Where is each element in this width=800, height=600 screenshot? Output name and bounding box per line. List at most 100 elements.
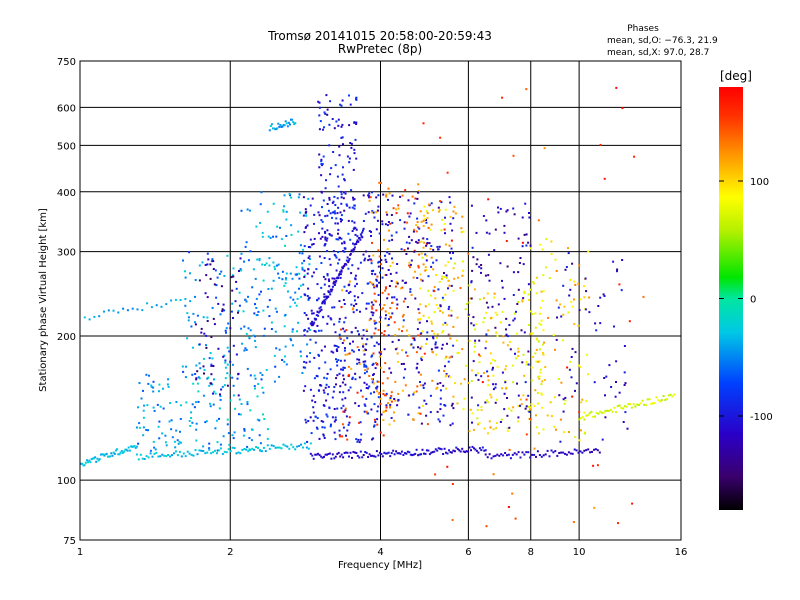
data-point [306,440,309,443]
data-point [235,353,238,356]
data-point [239,452,242,455]
data-point [496,334,499,337]
data-point [337,238,340,241]
data-point [477,378,480,381]
data-point [601,411,603,414]
data-point [467,450,470,453]
data-point [585,290,588,293]
data-point [325,413,328,416]
data-point [376,219,379,222]
data-point [356,454,359,457]
data-point [416,241,419,244]
data-point [184,298,187,300]
data-point [288,447,291,450]
data-point [249,329,252,332]
data-point [132,445,135,448]
data-point [429,294,432,297]
data-point [408,394,411,397]
data-point [424,305,427,308]
data-point [388,423,391,426]
data-point [343,330,346,333]
data-point [300,355,302,358]
data-point [562,431,565,434]
data-point [473,345,476,348]
data-point [612,260,615,263]
data-point [274,307,277,310]
data-point [278,375,281,378]
data-point [333,457,336,460]
data-point [387,324,390,327]
data-point [160,305,163,308]
data-point [239,413,242,416]
data-point [476,372,479,375]
data-point [516,303,519,305]
data-point [317,314,320,317]
data-point [355,123,358,125]
data-point [499,207,502,210]
data-point [254,339,256,342]
data-point [285,235,288,237]
data-point [375,278,378,281]
data-point [324,215,327,218]
data-point [538,375,541,378]
data-point [322,128,324,131]
data-point [339,359,342,362]
data-point [505,328,507,331]
data-point [618,391,621,394]
data-point [103,454,106,457]
data-point [275,310,278,313]
data-point [584,277,587,280]
data-point [438,280,441,283]
data-point [523,233,526,236]
data-point [365,349,367,351]
data-point [425,254,428,257]
data-point [320,174,323,177]
data-point [444,216,446,219]
data-point [218,273,221,275]
data-point [562,313,565,316]
data-point [319,310,322,313]
data-point [538,360,541,363]
data-point [608,409,610,412]
data-point [521,299,524,302]
data-point [356,391,359,394]
data-point [415,448,418,451]
data-point [211,357,214,360]
data-point [261,231,264,234]
data-point [266,305,269,308]
data-point [445,276,448,279]
data-point [301,266,304,269]
data-point [318,101,321,104]
data-point [376,285,378,288]
data-point [337,451,340,454]
data-point [379,353,382,355]
data-point [201,261,204,264]
data-point [448,356,451,359]
data-point [348,416,351,419]
data-point [214,427,217,430]
data-point [190,453,193,456]
data-point [249,449,252,451]
data-point [307,298,310,301]
data-point [229,327,232,330]
data-point [384,286,387,289]
data-point [422,246,425,249]
data-point [360,433,363,436]
data-point [395,281,398,284]
data-point [312,411,315,414]
data-point [385,404,388,407]
data-point [498,454,501,457]
data-point [476,417,479,420]
data-point [427,449,430,452]
data-point [119,451,122,454]
data-point [370,336,373,339]
data-point [260,191,263,194]
data-point [320,160,323,163]
data-point [543,378,546,381]
data-point [325,239,328,242]
data-point [396,303,399,306]
data-point [146,404,149,407]
data-point [485,231,488,234]
data-point [236,377,239,380]
data-point [343,359,346,362]
